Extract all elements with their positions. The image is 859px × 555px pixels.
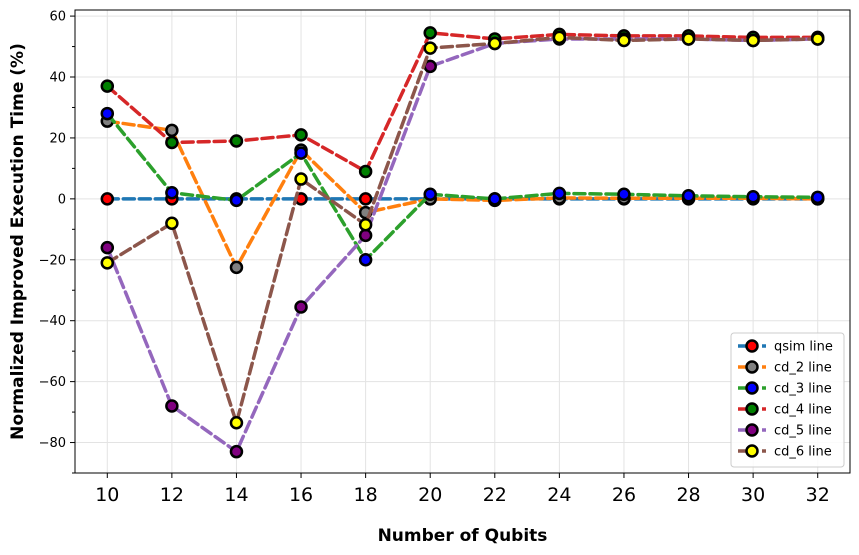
y-tick-label: 20 [49, 131, 66, 146]
data-point-marker [165, 216, 179, 230]
x-tick-label: 30 [741, 484, 765, 506]
x-tick-label: 12 [160, 484, 184, 506]
axes: 10 12 14 16 18 20 22 24 26 28 30 32 −80 −60 −40 −20 0 20 4… [39, 10, 830, 506]
y-axis-label: Normalized Improved Execution Time (%) [8, 43, 28, 440]
y-tick-label: −80 [39, 436, 66, 451]
y-tick-label: −20 [39, 253, 66, 268]
data-point-marker [746, 189, 760, 204]
legend-item: cd_4 line [738, 402, 832, 418]
y-tick-label: −40 [39, 314, 66, 329]
legend-label: cd_4 line [774, 403, 832, 418]
data-point-marker [617, 187, 631, 202]
data-point-marker [229, 260, 244, 275]
series-line [105, 111, 820, 262]
data-point-marker [100, 240, 115, 255]
data-point-marker [100, 192, 115, 206]
data-point-marker [100, 256, 115, 270]
x-axis-label: Number of Qubits [378, 526, 548, 546]
legend-marker-swatch [745, 381, 759, 395]
series-line [105, 119, 820, 270]
x-tick-label: 22 [483, 484, 507, 506]
data-point-marker [358, 217, 373, 232]
plot-frame [74, 9, 851, 474]
data-point-marker [100, 106, 115, 121]
data-point-marker [229, 134, 244, 148]
series-line [105, 31, 820, 174]
legend-marker-swatch [745, 423, 759, 437]
data-point-marker [488, 192, 502, 206]
series-group [100, 26, 825, 459]
data-point-marker [746, 33, 760, 48]
data-point-marker [552, 186, 567, 201]
data-point-marker [681, 32, 696, 46]
data-point-marker [100, 79, 115, 93]
data-point-marker [165, 123, 179, 138]
data-point-marker [810, 190, 825, 205]
legend-label: cd_3 line [774, 382, 832, 397]
legend-item: cd_3 line [738, 381, 832, 397]
legend-item: cd_5 line [738, 423, 832, 439]
legend-marker-swatch [745, 339, 759, 353]
data-point-marker [294, 300, 308, 314]
data-point-marker [165, 135, 179, 150]
data-point-marker [358, 192, 373, 206]
legend-item: cd_6 line [738, 444, 832, 460]
x-tick-label: 32 [806, 484, 830, 506]
x-tick-label: 18 [354, 484, 378, 506]
legend-box [730, 332, 845, 468]
x-tick-label: 28 [676, 484, 700, 506]
series-cd_6-line [100, 30, 825, 430]
x-tick-label: 26 [612, 484, 636, 506]
data-point-marker [229, 415, 244, 430]
y-tick-label: 40 [49, 71, 66, 86]
legend-label: cd_6 line [774, 445, 832, 460]
x-tick-label: 10 [95, 484, 119, 506]
data-point-marker [423, 41, 437, 55]
legend-marker-swatch [745, 360, 759, 374]
data-point-marker [617, 33, 631, 48]
series-cd_4-line [100, 26, 825, 179]
data-point-marker [165, 399, 179, 413]
data-point-marker [358, 228, 373, 243]
data-point-marker [358, 253, 373, 267]
data-point-marker [229, 193, 244, 208]
data-point-marker [294, 146, 308, 160]
data-point-marker [165, 186, 179, 200]
x-tick-label: 16 [289, 484, 313, 506]
y-tick-label: 0 [58, 192, 66, 207]
data-point-marker [552, 30, 567, 45]
data-point-marker [294, 128, 308, 142]
x-tick-label: 14 [224, 484, 248, 506]
data-point-marker [229, 444, 244, 459]
legend-marker-swatch [745, 444, 759, 458]
legend-marker-swatch [745, 402, 759, 416]
data-point-marker [423, 26, 437, 40]
legend-label: qsim line [774, 340, 833, 355]
data-point-marker [488, 36, 502, 51]
legend-item: cd_2 line [738, 360, 832, 376]
data-point-marker [810, 32, 825, 46]
data-point-marker [294, 172, 308, 186]
series-cd_3-line [100, 106, 825, 267]
legend-item: qsim line [738, 339, 833, 355]
data-point-marker [423, 187, 437, 202]
data-point-marker [681, 189, 696, 203]
y-tick-label: 60 [49, 10, 66, 25]
y-tick-label: −60 [39, 375, 66, 390]
legend-label: cd_2 line [774, 361, 832, 376]
x-tick-label: 20 [418, 484, 442, 506]
data-point-marker [358, 164, 373, 179]
x-tick-label: 24 [547, 484, 571, 506]
legend: qsim line cd_2 line cd_3 line cd_4 line cd_5… [730, 332, 845, 468]
legend-label: cd_5 line [774, 424, 832, 439]
series-line [105, 35, 820, 425]
